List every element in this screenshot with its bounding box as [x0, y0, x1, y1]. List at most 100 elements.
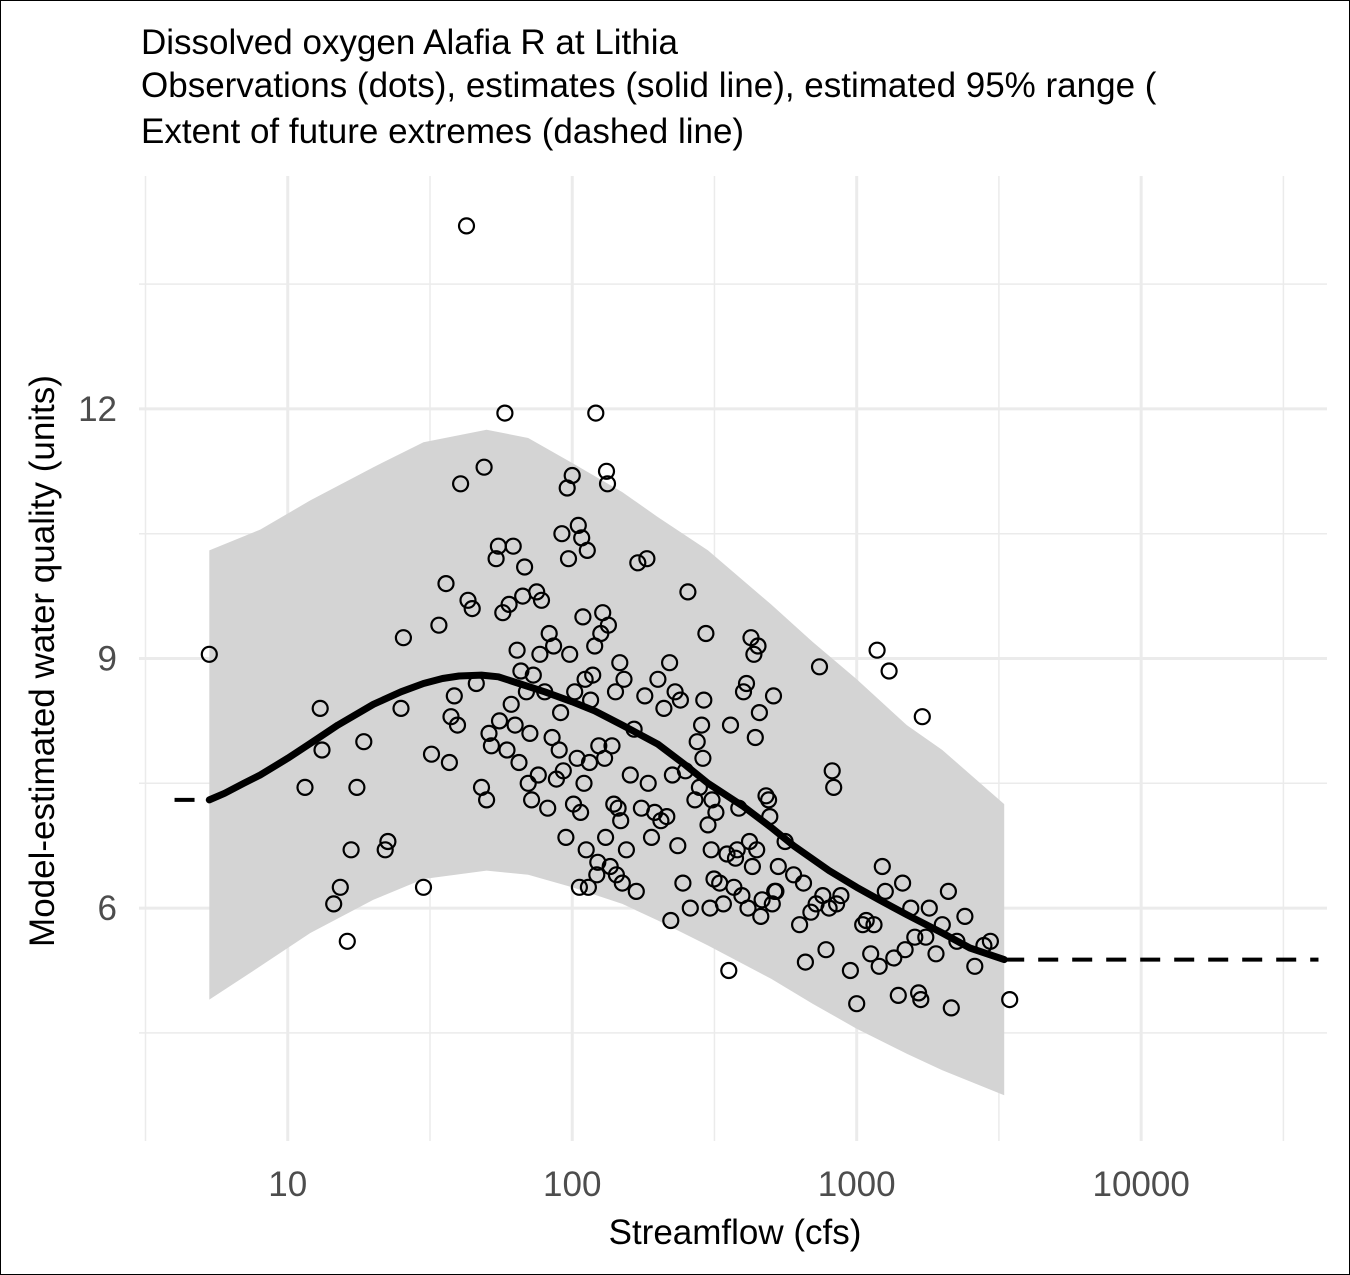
x-tick-label: 1000 — [818, 1165, 896, 1204]
observation-point — [498, 741, 516, 759]
y-tick-label: 9 — [98, 640, 117, 679]
observation-point — [726, 849, 745, 867]
observation-point — [490, 712, 509, 730]
observation-point — [587, 404, 605, 422]
observation-point — [757, 787, 775, 805]
observation-point — [694, 749, 712, 767]
observation-point — [569, 516, 587, 535]
observation-point — [649, 670, 667, 688]
observation-point — [457, 217, 476, 235]
observation-point — [906, 928, 924, 946]
observation-point — [325, 895, 343, 913]
observation-point — [482, 737, 500, 755]
observation-point — [574, 608, 592, 626]
y-tick-label: 12 — [78, 390, 117, 429]
observation-point — [544, 637, 563, 655]
observation-point — [817, 941, 835, 959]
observation-point — [510, 753, 528, 772]
observation-point — [981, 932, 1000, 950]
observation-point — [707, 803, 725, 822]
observation-point — [636, 687, 654, 705]
observation-point — [512, 662, 530, 680]
observation-point — [721, 716, 740, 734]
observation-point — [577, 841, 595, 859]
observation-point — [761, 807, 779, 826]
observation-point — [448, 716, 467, 734]
observation-point — [893, 874, 912, 892]
chart-title: Dissolved oxygen Alafia R at Lithia — [141, 23, 678, 62]
observation-point — [445, 687, 463, 705]
observation-point — [617, 841, 636, 859]
observation-point — [679, 583, 697, 601]
observation-point — [739, 899, 757, 917]
observation-point — [504, 537, 522, 555]
observation-point — [422, 745, 441, 763]
observation-point — [480, 724, 498, 743]
observation-point — [392, 699, 410, 718]
observation-point — [763, 895, 781, 913]
observation-point — [674, 874, 692, 892]
observation-point — [802, 903, 820, 921]
observation-point — [832, 886, 850, 905]
observation-point — [671, 691, 690, 709]
observation-point — [627, 882, 645, 901]
observation-point — [605, 795, 623, 813]
observation-point — [939, 882, 958, 901]
observation-point — [854, 916, 872, 934]
observation-point — [876, 882, 894, 901]
observation-point — [699, 816, 717, 834]
observation-point — [743, 857, 762, 876]
observation-point — [642, 828, 661, 847]
observation-point — [502, 695, 520, 713]
observation-point — [563, 466, 581, 485]
grid — [139, 176, 1327, 1141]
observation-point — [862, 945, 880, 963]
observation-point — [865, 916, 883, 934]
observation-point — [496, 404, 514, 422]
observation-point — [752, 907, 770, 926]
observation-point — [784, 866, 803, 884]
observation-point — [355, 733, 373, 751]
y-tick-label: 6 — [98, 889, 117, 928]
observation-point — [612, 812, 630, 830]
estimate-line-group — [174, 671, 1319, 964]
observation-point — [575, 774, 593, 792]
observation-point — [764, 687, 783, 705]
observation-point — [873, 857, 891, 876]
observation-point — [728, 841, 746, 859]
observation-point — [200, 645, 218, 663]
observation-point — [917, 928, 935, 946]
observation-point — [296, 778, 314, 797]
observation-point — [452, 475, 470, 493]
observation-point — [313, 741, 331, 759]
observation-point — [376, 841, 394, 859]
observation-point — [690, 778, 709, 797]
observation-point — [902, 899, 920, 917]
observation-point — [522, 791, 541, 809]
observation-point — [776, 832, 794, 851]
observation-point — [611, 654, 629, 672]
observation-point — [580, 753, 599, 772]
observation-point — [868, 641, 886, 659]
observation-point — [681, 899, 699, 917]
observation-point — [948, 932, 966, 950]
observation-point — [342, 841, 360, 859]
observation-point — [536, 683, 554, 701]
observation-point — [920, 899, 938, 917]
observation-point — [625, 720, 643, 738]
observation-point — [767, 882, 785, 901]
observation-point — [579, 878, 598, 896]
observation-point — [825, 778, 843, 797]
observation-point — [597, 462, 616, 480]
observation-point — [394, 629, 412, 647]
observation-point — [748, 841, 766, 859]
observation-point — [515, 558, 534, 576]
observation-point — [440, 753, 458, 772]
x-tick-label: 100 — [543, 1165, 601, 1204]
y-axis-title: Model-estimated water quality (units) — [23, 375, 62, 947]
observation-point — [769, 857, 787, 876]
observation-point — [584, 666, 602, 684]
observation-point — [561, 645, 579, 663]
observation-point — [519, 774, 537, 792]
